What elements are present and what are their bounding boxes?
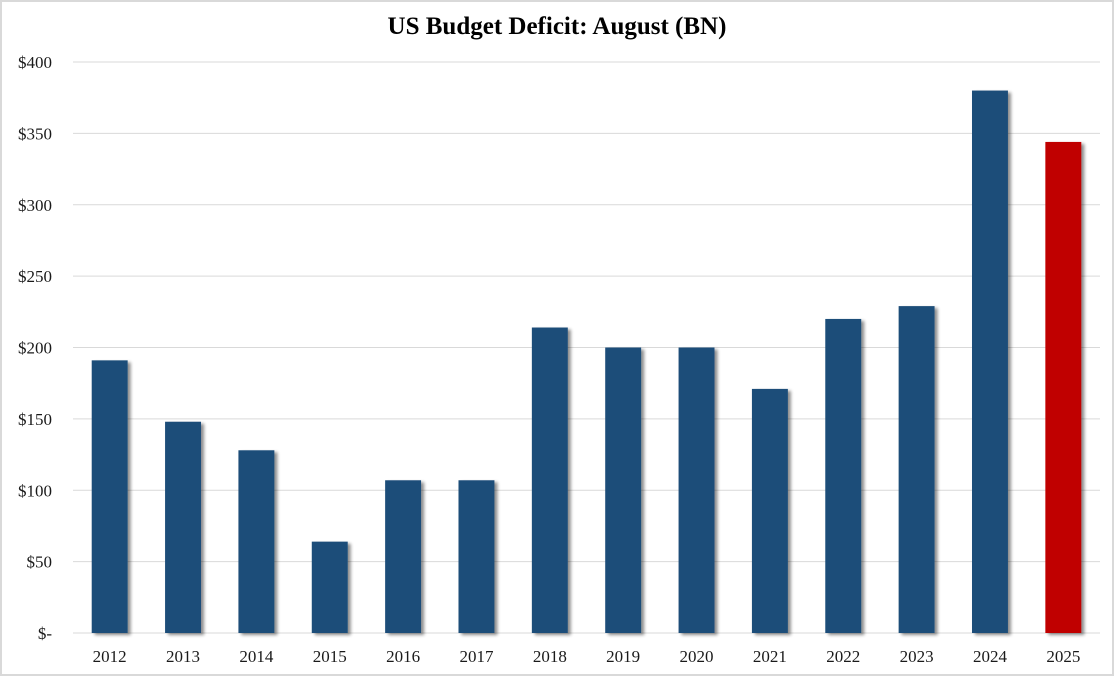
x-tick-label-2015: 2015 [313, 647, 347, 666]
bar-2024 [971, 90, 1008, 634]
bar-2016 [385, 480, 422, 633]
gridlines [73, 61, 1100, 634]
bar-2015 [311, 541, 348, 633]
x-tick-label-2018: 2018 [533, 647, 567, 666]
x-tick-label-2023: 2023 [900, 647, 934, 666]
bar-2023 [898, 306, 935, 633]
bar-2012 [91, 360, 128, 633]
y-tick-label: $- [38, 624, 53, 643]
bar-2020 [678, 347, 715, 633]
y-tick-label: $350 [18, 124, 52, 143]
y-tick-label: $250 [18, 267, 52, 286]
y-tick-label: $200 [18, 339, 52, 358]
x-tick-label-2025: 2025 [1046, 647, 1080, 666]
y-axis-labels: $- $50 $100 $150 $200 $250 $300 $350 $400 [18, 53, 52, 643]
bar-2025 [1045, 141, 1082, 633]
bars [91, 90, 1082, 634]
bar-2014 [238, 450, 275, 633]
bar-2018 [531, 327, 568, 633]
bar-2017 [458, 480, 495, 633]
x-tick-label-2016: 2016 [386, 647, 420, 666]
x-tick-label-2022: 2022 [826, 647, 860, 666]
x-tick-label-2021: 2021 [753, 647, 787, 666]
chart-title: US Budget Deficit: August (BN) [388, 13, 727, 40]
y-tick-label: $300 [18, 196, 52, 215]
y-tick-label: $400 [18, 53, 52, 72]
x-tick-label-2019: 2019 [606, 647, 640, 666]
bar-2019 [605, 347, 642, 633]
y-tick-label: $100 [18, 481, 52, 500]
x-tick-label-2024: 2024 [973, 647, 1008, 666]
x-axis-labels: 2012 2013 2014 2015 2016 2017 2018 2019 2020 2021… [93, 647, 1081, 666]
y-tick-label: $150 [18, 410, 52, 429]
x-tick-label-2012: 2012 [93, 647, 127, 666]
bar-2021 [751, 388, 788, 633]
x-tick-label-2020: 2020 [680, 647, 714, 666]
x-tick-label-2017: 2017 [459, 647, 494, 666]
x-tick-label-2014: 2014 [239, 647, 274, 666]
bar-2013 [165, 421, 202, 633]
bar-2022 [825, 318, 862, 633]
y-tick-label: $50 [27, 553, 53, 572]
x-tick-label-2013: 2013 [166, 647, 200, 666]
